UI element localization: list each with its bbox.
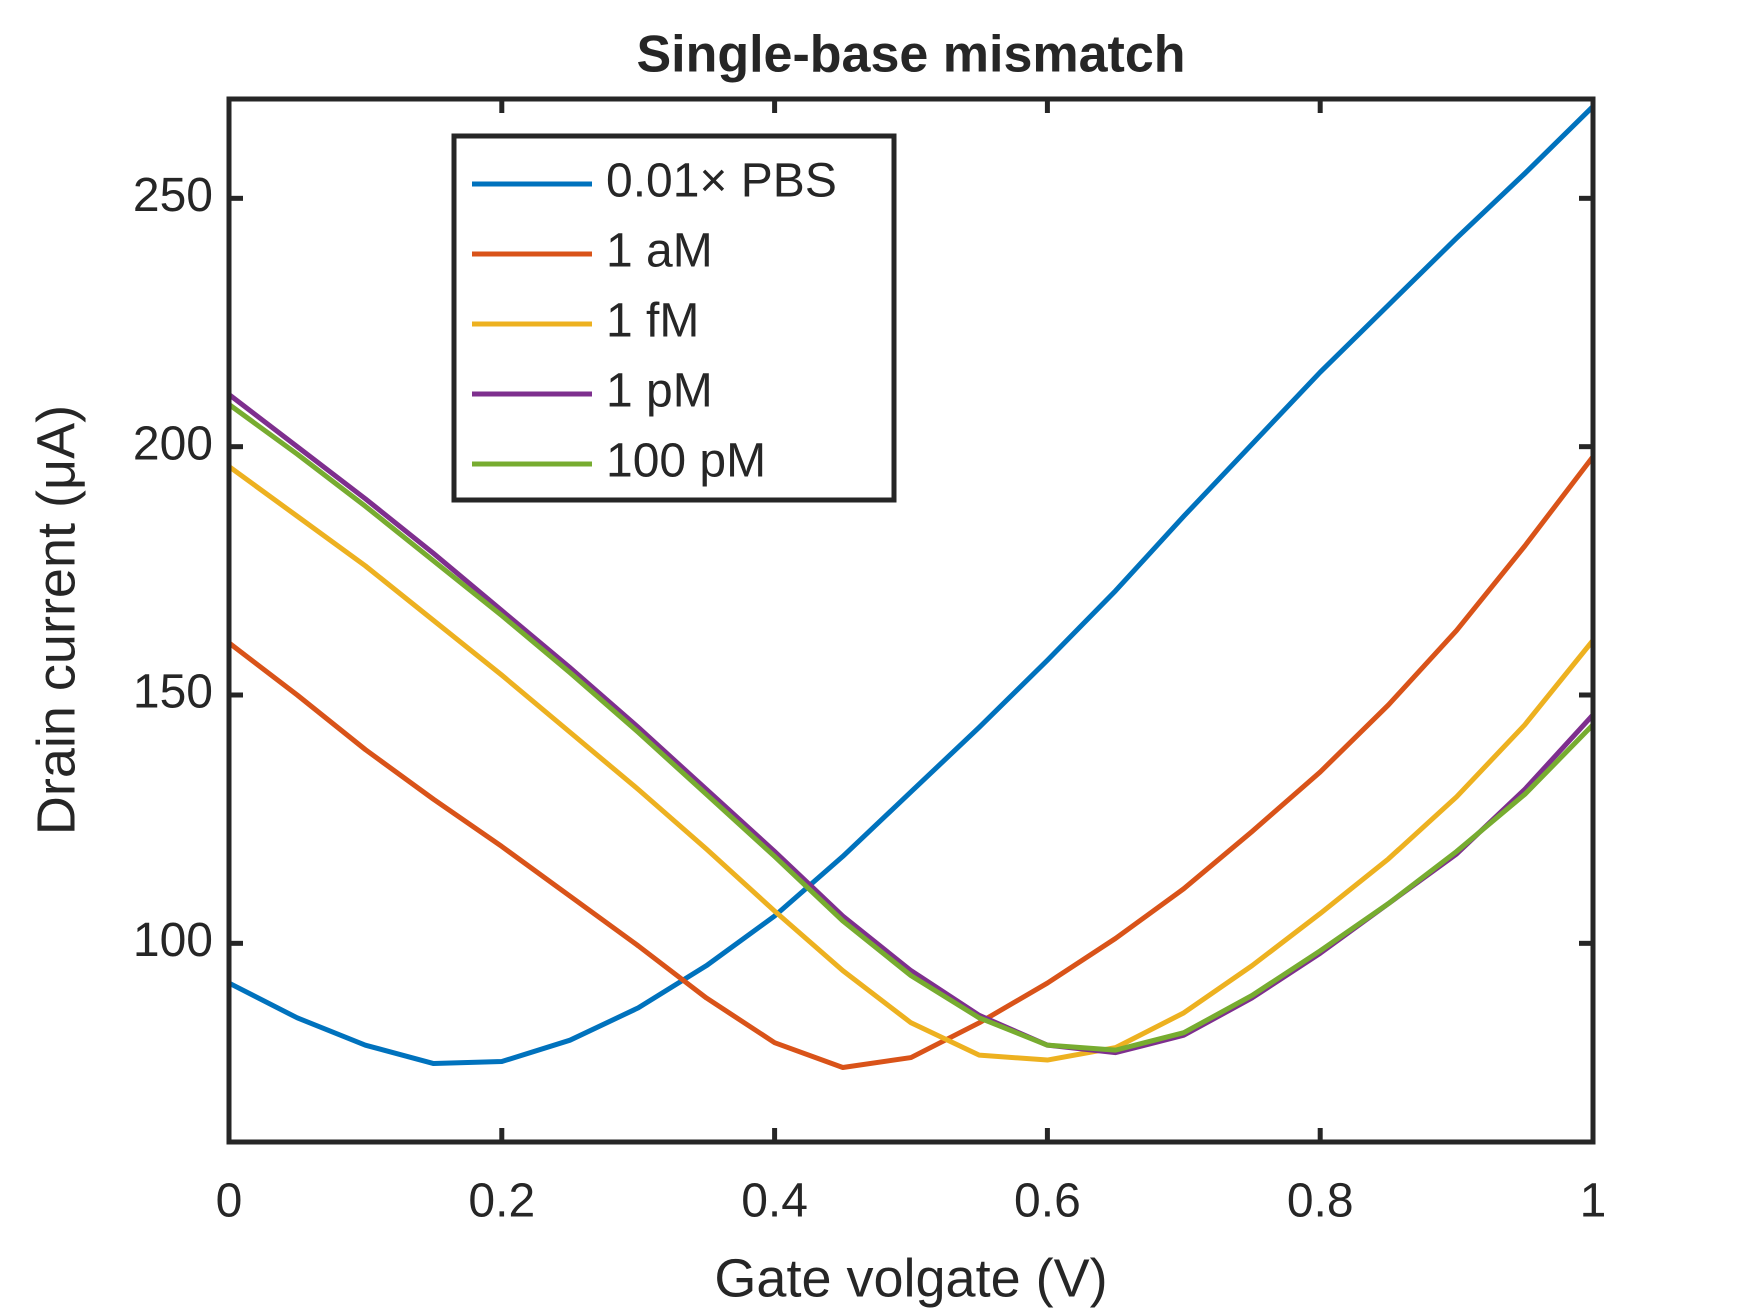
x-tick-label: 0.8 bbox=[1287, 1175, 1354, 1228]
x-tick-label: 0.2 bbox=[468, 1175, 535, 1228]
legend-label: 1 fM bbox=[606, 295, 699, 348]
y-axis-label: Drain current (μA) bbox=[26, 405, 86, 835]
legend-label: 1 pM bbox=[606, 365, 713, 418]
legend-label: 0.01× PBS bbox=[606, 155, 837, 208]
series-line bbox=[227, 402, 1595, 1053]
legend-box bbox=[451, 133, 897, 503]
series-line bbox=[227, 392, 1595, 1056]
legend: 0.01× PBS 1 aM 1 fM 1 pM 100 pM bbox=[451, 133, 897, 503]
legend-label: 100 pM bbox=[606, 435, 766, 488]
x-tick-label: 1 bbox=[1580, 1175, 1607, 1228]
x-tick-label: 0.4 bbox=[741, 1175, 808, 1228]
y-tick-label: 100 bbox=[133, 914, 213, 967]
y-tick-label: 150 bbox=[133, 666, 213, 719]
x-tick-label: 0 bbox=[216, 1175, 243, 1228]
series-line bbox=[227, 455, 1595, 1070]
plot-frame bbox=[226, 96, 1596, 1145]
series-line bbox=[227, 464, 1595, 1063]
x-tick-label: 0.6 bbox=[1014, 1175, 1081, 1228]
chart-title: Single-base mismatch bbox=[636, 26, 1185, 84]
series-line bbox=[227, 104, 1595, 1067]
x-axis-label: Gate volgate (V) bbox=[714, 1248, 1107, 1308]
y-tick-label: 200 bbox=[133, 417, 213, 470]
legend-label: 1 aM bbox=[606, 225, 713, 278]
y-tick-label: 250 bbox=[133, 169, 213, 222]
